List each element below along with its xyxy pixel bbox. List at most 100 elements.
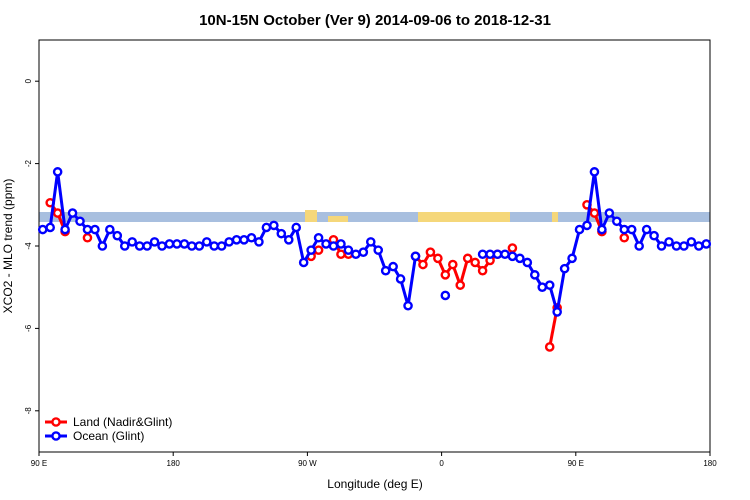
data-point: [351, 249, 361, 260]
data-point: [321, 239, 331, 249]
y-tick-label: -6: [24, 324, 33, 332]
y-axis-label: XCO2 - MLO trend (ppm): [1, 179, 15, 314]
data-point: [433, 253, 443, 264]
land-band: [418, 212, 510, 222]
land-band: [552, 212, 558, 222]
data-point: [261, 222, 272, 233]
data-point: [313, 232, 324, 243]
data-point: [522, 257, 533, 268]
x-tick-label: 90 E: [568, 459, 584, 468]
legend-label: Ocean (Glint): [73, 429, 144, 443]
data-point: [544, 342, 555, 352]
chart-title: 10N-15N October (Ver 9) 2014-09-06 to 20…: [199, 12, 551, 29]
data-point: [201, 237, 212, 247]
data-point: [298, 257, 309, 268]
data-point: [157, 241, 167, 251]
data-point: [552, 307, 562, 317]
data-point: [380, 265, 391, 276]
land-band: [305, 210, 317, 222]
data-point: [612, 216, 622, 227]
data-point: [336, 249, 346, 260]
legend-marker: [51, 431, 61, 441]
data-point: [164, 239, 175, 249]
data-point: [619, 232, 630, 243]
data-point: [589, 167, 600, 177]
data-point: [485, 249, 495, 260]
data-point: [37, 224, 48, 235]
x-tick-label: 90 W: [298, 459, 317, 468]
data-point: [269, 220, 279, 231]
data-point: [328, 241, 339, 251]
data-point: [82, 224, 93, 235]
data-point: [246, 232, 257, 243]
x-tick-label: 90 E: [31, 459, 47, 468]
data-point: [216, 241, 227, 251]
y-tick-label: -8: [24, 407, 33, 415]
data-point: [582, 220, 592, 231]
data-point: [447, 259, 458, 270]
legend-marker: [51, 417, 61, 427]
data-point: [134, 241, 145, 251]
data-point: [194, 241, 205, 251]
data-point: [60, 224, 70, 235]
data-point: [119, 241, 130, 251]
data-point: [626, 224, 637, 235]
data-point: [604, 208, 615, 218]
data-point: [45, 222, 55, 233]
data-point: [477, 265, 488, 276]
data-point: [679, 241, 689, 251]
data-point: [455, 280, 466, 290]
data-point: [507, 251, 518, 262]
data-point: [462, 253, 473, 264]
data-point: [544, 280, 555, 290]
land-band: [328, 216, 348, 222]
data-point: [105, 224, 115, 235]
x-tick-label: 180: [703, 459, 717, 468]
data-point: [224, 237, 234, 247]
y-tick-label: 0: [24, 78, 33, 83]
data-point: [239, 235, 249, 245]
data-point: [589, 208, 600, 218]
legend-label: Land (Nadir&Glint): [73, 415, 172, 429]
data-point: [537, 282, 548, 293]
data-point: [388, 261, 398, 272]
data-point: [97, 241, 108, 251]
data-point: [276, 228, 287, 239]
data-point: [664, 237, 674, 247]
data-point: [187, 241, 197, 251]
data-point: [306, 245, 316, 255]
data-point: [172, 239, 182, 249]
data-point: [365, 237, 376, 247]
data-point: [671, 241, 682, 251]
data-point: [418, 259, 428, 270]
data-point: [52, 167, 63, 177]
data-point: [291, 222, 302, 233]
data-point: [440, 270, 451, 280]
background-band: [39, 212, 710, 222]
data-point: [492, 249, 503, 260]
data-point: [410, 251, 421, 262]
data-point: [656, 241, 667, 251]
data-point: [179, 239, 190, 249]
data-point: [75, 216, 85, 227]
data-point: [336, 239, 346, 249]
data-point: [649, 230, 659, 241]
data-point: [619, 224, 630, 235]
data-point: [82, 232, 93, 243]
data-point: [209, 241, 220, 251]
data-point: [425, 247, 436, 257]
data-point: [112, 230, 123, 241]
y-tick-label: -4: [24, 242, 33, 250]
x-tick-label: 180: [167, 459, 181, 468]
data-point: [343, 245, 354, 255]
x-tick-label: 0: [439, 459, 444, 468]
data-point: [358, 247, 369, 257]
y-tick-label: -2: [24, 159, 33, 167]
data-point: [231, 235, 242, 245]
data-point: [701, 239, 712, 249]
data-point: [641, 224, 652, 235]
data-point: [90, 224, 100, 235]
data-point: [403, 300, 413, 311]
data-point: [254, 237, 264, 247]
data-point: [559, 263, 570, 274]
